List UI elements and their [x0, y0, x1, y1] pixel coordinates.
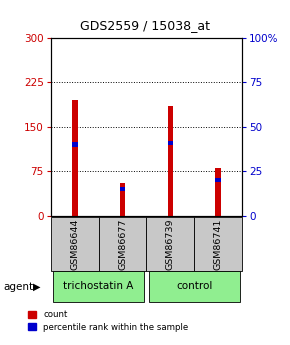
- Text: GSM86644: GSM86644: [70, 218, 79, 270]
- Bar: [120, 187, 125, 191]
- Text: GDS2559 / 15038_at: GDS2559 / 15038_at: [80, 19, 210, 32]
- Bar: [99, 217, 146, 271]
- Bar: [215, 178, 221, 182]
- Bar: [194, 217, 242, 271]
- Text: agent: agent: [3, 282, 33, 292]
- Bar: [72, 142, 77, 147]
- Bar: [168, 141, 173, 146]
- Text: trichostatin A: trichostatin A: [64, 282, 134, 291]
- Bar: [168, 106, 173, 216]
- Text: GSM86739: GSM86739: [166, 218, 175, 270]
- Bar: [215, 168, 221, 216]
- Bar: [149, 271, 240, 302]
- Text: GSM86677: GSM86677: [118, 218, 127, 270]
- Text: GSM86741: GSM86741: [214, 218, 223, 270]
- Bar: [120, 183, 125, 216]
- Text: control: control: [176, 282, 213, 291]
- Bar: [72, 100, 77, 216]
- Bar: [146, 217, 194, 271]
- Text: ▶: ▶: [32, 282, 40, 292]
- Bar: [51, 217, 99, 271]
- Bar: [53, 271, 144, 302]
- Legend: count, percentile rank within the sample: count, percentile rank within the sample: [28, 309, 189, 332]
